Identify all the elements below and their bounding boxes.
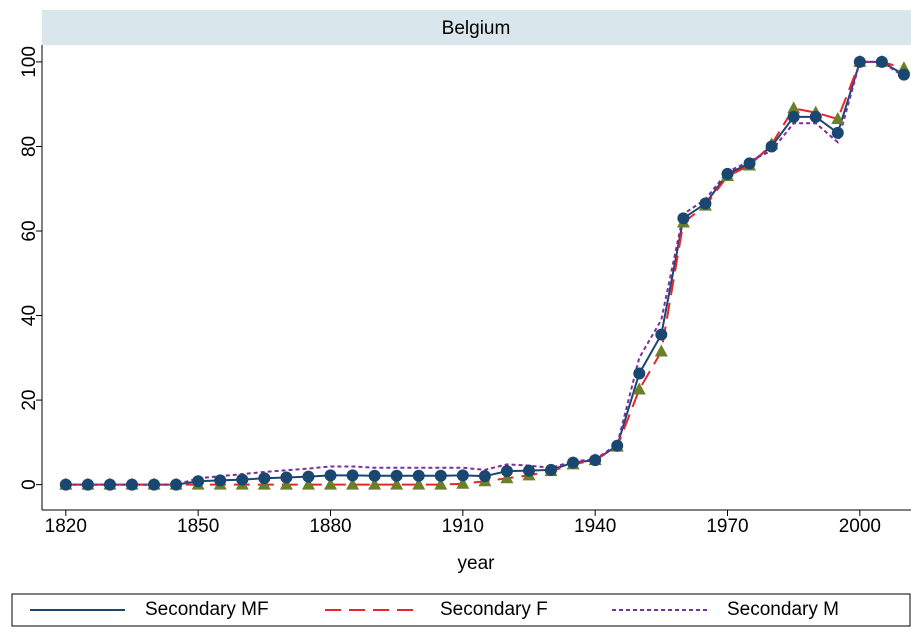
y-tick-label: 20 (19, 390, 40, 411)
x-tick-label: 1820 (45, 516, 87, 537)
marker (787, 101, 801, 114)
y-tick-label: 60 (19, 220, 40, 241)
marker (236, 473, 249, 486)
marker (170, 478, 183, 491)
marker (346, 469, 359, 482)
marker (500, 465, 513, 478)
marker (148, 478, 161, 491)
marker (632, 382, 646, 395)
marker (103, 478, 116, 491)
marker (368, 469, 381, 482)
marker (633, 367, 646, 380)
legend-label: Secondary F (440, 599, 548, 620)
marker (809, 110, 822, 123)
marker (478, 470, 491, 483)
marker (655, 328, 668, 341)
marker (390, 469, 403, 482)
marker (412, 469, 425, 482)
marker (853, 55, 866, 68)
x-tick-label: 1880 (309, 516, 351, 537)
marker (280, 471, 293, 484)
marker (589, 454, 602, 467)
marker (368, 477, 382, 490)
marker (192, 475, 205, 488)
marker (434, 469, 447, 482)
y-tick-label: 0 (19, 479, 40, 490)
marker (301, 477, 315, 490)
marker (214, 474, 227, 487)
marker (545, 463, 558, 476)
marker (390, 477, 404, 490)
marker (677, 212, 690, 225)
marker (456, 476, 470, 489)
marker (567, 456, 580, 469)
marker (456, 469, 469, 482)
marker (875, 55, 888, 68)
marker (699, 197, 712, 210)
marker (654, 344, 668, 357)
x-axis-title: year (458, 553, 496, 574)
legend (11, 593, 911, 627)
legend-label: Secondary M (727, 599, 839, 620)
marker (59, 478, 72, 491)
marker (831, 126, 844, 139)
x-tick-label: 1850 (177, 516, 219, 537)
y-tick-label: 40 (19, 305, 40, 326)
x-tick-label: 1940 (574, 516, 616, 537)
marker (831, 111, 845, 124)
marker (522, 464, 535, 477)
marker (346, 477, 360, 490)
marker (125, 478, 138, 491)
marker (765, 140, 778, 153)
x-tick-label: 1910 (442, 516, 484, 537)
marker (434, 477, 448, 490)
series-line (65, 60, 905, 486)
title-strip (42, 10, 911, 45)
marker (721, 167, 734, 180)
marker (302, 470, 315, 483)
y-tick-label: 80 (19, 136, 40, 157)
x-tick-label: 2000 (839, 516, 881, 537)
marker (743, 157, 756, 170)
marker (787, 110, 800, 123)
marker (412, 477, 426, 490)
chart-title: Belgium (442, 18, 511, 39)
marker (897, 68, 910, 81)
x-tick-label: 1970 (706, 516, 748, 537)
y-tick-label: 100 (19, 46, 40, 78)
marker (279, 477, 293, 490)
legend-label: Secondary MF (145, 599, 269, 620)
marker (324, 469, 337, 482)
plot-area (42, 45, 911, 510)
marker (81, 478, 94, 491)
marker (258, 472, 271, 485)
marker (500, 471, 514, 484)
marker (611, 439, 624, 452)
marker (323, 477, 337, 490)
